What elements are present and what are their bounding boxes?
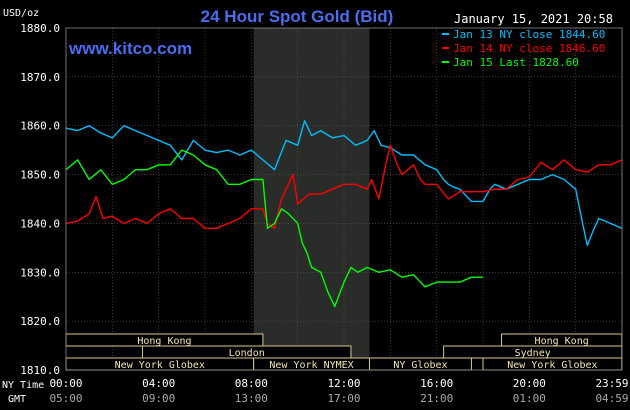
- gmt-tick-label: 09:00: [142, 392, 175, 405]
- y-tick-label: 1830.0: [20, 266, 60, 279]
- series-layer: [65, 120, 623, 308]
- series-line-2: [65, 149, 483, 308]
- gmt-tick-label: 04:59: [595, 392, 628, 405]
- gmt-tick-label: 01:00: [513, 392, 546, 405]
- legend-item: Jan 15 Last 1828.60: [453, 56, 579, 69]
- unit-label: USD/oz: [3, 8, 39, 19]
- chart-title: 24 Hour Spot Gold (Bid): [201, 7, 394, 26]
- gmt-tick-label: 13:00: [235, 392, 268, 405]
- gmt-tick-label: 05:00: [49, 392, 82, 405]
- gmt-label: GMT: [8, 394, 26, 405]
- legend-item: Jan 14 NY close 1846.60: [453, 42, 605, 55]
- y-tick-label: 1820.0: [20, 315, 60, 328]
- x-tick-label: 16:00: [420, 377, 453, 390]
- y-tick-label: 1850.0: [20, 169, 60, 182]
- axes: 1880.0 1870.0 1860.0 1850.0 1840.0 1830.0 1820…: [20, 22, 628, 405]
- x-tick-label: 00:00: [49, 377, 82, 390]
- x-tick-label: 12:00: [327, 377, 360, 390]
- session-label: New York Globex: [115, 360, 205, 371]
- timestamp: January 15, 2021 20:58: [454, 12, 613, 26]
- series-line-0: [65, 120, 623, 247]
- nymex-session-shade: [253, 28, 370, 370]
- grid-lines: [65, 27, 623, 371]
- x-tick-label: 23:59: [595, 377, 628, 390]
- session-label: Sydney: [515, 348, 551, 359]
- shade-rect: [253, 28, 370, 370]
- website-label: www.kitco.com: [68, 39, 192, 58]
- y-tick-label: 1840.0: [20, 217, 60, 230]
- y-tick-label: 1870.0: [20, 71, 60, 84]
- series-line-1: [65, 144, 623, 229]
- ny-time-label: NY Time: [2, 380, 44, 391]
- session-label: Hong Kong: [535, 336, 589, 347]
- gmt-tick-label: 21:00: [420, 392, 453, 405]
- gmt-tick-label: 17:00: [327, 392, 360, 405]
- session-label: New York NYMEX: [269, 360, 353, 371]
- x-tick-label: 08:00: [235, 377, 268, 390]
- plot-border: [65, 27, 623, 371]
- legend-item: Jan 13 NY close 1844.60: [453, 28, 605, 41]
- y-tick-label: 1860.0: [20, 120, 60, 133]
- session-label: New York Globex: [507, 360, 597, 371]
- y-tick-label: 1880.0: [20, 22, 60, 35]
- session-label: NY Globex: [393, 360, 447, 371]
- session-label: London: [229, 348, 265, 359]
- session-label: Hong Kong: [137, 336, 191, 347]
- x-tick-label: 20:00: [513, 377, 546, 390]
- x-tick-label: 04:00: [142, 377, 175, 390]
- y-tick-label: 1810.0: [20, 364, 60, 377]
